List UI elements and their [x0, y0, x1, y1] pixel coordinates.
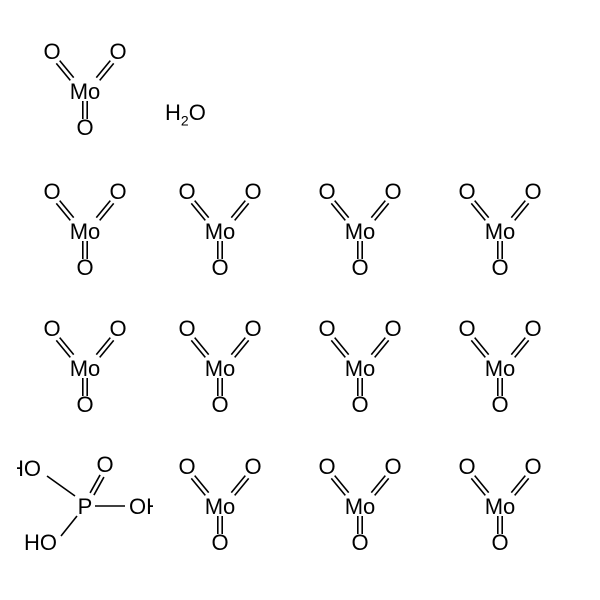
- svg-text:O: O: [211, 530, 228, 555]
- svg-text:O: O: [178, 454, 195, 479]
- svg-text:Mo: Mo: [205, 356, 236, 381]
- svg-text:O: O: [76, 392, 93, 417]
- svg-text:O: O: [211, 392, 228, 417]
- svg-text:Mo: Mo: [345, 219, 376, 244]
- svg-text:Mo: Mo: [485, 494, 516, 519]
- svg-text:O: O: [491, 392, 508, 417]
- svg-text:O: O: [351, 530, 368, 555]
- svg-text:O: O: [109, 179, 126, 204]
- moo3-unit: O O Mo O: [25, 35, 145, 145]
- svg-text:Mo: Mo: [70, 79, 101, 104]
- svg-text:O: O: [244, 179, 261, 204]
- svg-text:O: O: [524, 454, 541, 479]
- svg-text:O: O: [458, 179, 475, 204]
- svg-text:O: O: [109, 316, 126, 341]
- svg-text:O: O: [318, 454, 335, 479]
- svg-text:O: O: [384, 454, 401, 479]
- svg-text:O: O: [211, 255, 228, 280]
- svg-text:O: O: [491, 530, 508, 555]
- svg-text:Mo: Mo: [205, 494, 236, 519]
- moo3-unit: O O Mo O: [25, 175, 145, 285]
- h3po4-unit: HOOPOHHO: [17, 450, 137, 560]
- moo3-unit: O O Mo O: [440, 450, 560, 560]
- svg-text:Mo: Mo: [345, 356, 376, 381]
- water-label: H2O: [165, 100, 206, 128]
- moo3-unit: O O Mo O: [300, 312, 420, 422]
- moo3-unit: O O Mo O: [300, 175, 420, 285]
- svg-text:Mo: Mo: [485, 356, 516, 381]
- svg-text:O: O: [384, 179, 401, 204]
- svg-text:O: O: [524, 316, 541, 341]
- svg-text:O: O: [109, 39, 126, 64]
- svg-text:OH: OH: [129, 494, 153, 519]
- moo3-unit: O O Mo O: [160, 175, 280, 285]
- svg-text:O: O: [458, 454, 475, 479]
- svg-text:P: P: [78, 494, 93, 519]
- svg-text:O: O: [351, 255, 368, 280]
- svg-text:O: O: [458, 316, 475, 341]
- svg-text:O: O: [96, 452, 113, 477]
- svg-text:Mo: Mo: [70, 356, 101, 381]
- moo3-unit: O O Mo O: [300, 450, 420, 560]
- svg-text:HO: HO: [17, 456, 41, 481]
- svg-text:O: O: [524, 179, 541, 204]
- svg-text:Mo: Mo: [205, 219, 236, 244]
- chemical-diagram: OOMoOH2OOOMoOOOMoOOOMoOOOMoOOOMoOOOMoOOO…: [0, 0, 600, 600]
- svg-text:O: O: [178, 179, 195, 204]
- svg-text:HO: HO: [24, 530, 57, 555]
- svg-text:O: O: [244, 316, 261, 341]
- svg-text:O: O: [318, 179, 335, 204]
- moo3-unit: O O Mo O: [160, 312, 280, 422]
- svg-text:Mo: Mo: [70, 219, 101, 244]
- svg-text:O: O: [76, 115, 93, 140]
- moo3-unit: O O Mo O: [25, 312, 145, 422]
- svg-text:O: O: [491, 255, 508, 280]
- svg-text:O: O: [244, 454, 261, 479]
- svg-text:O: O: [43, 39, 60, 64]
- moo3-unit: O O Mo O: [440, 175, 560, 285]
- svg-text:O: O: [384, 316, 401, 341]
- moo3-unit: O O Mo O: [440, 312, 560, 422]
- moo3-unit: O O Mo O: [160, 450, 280, 560]
- svg-text:Mo: Mo: [345, 494, 376, 519]
- svg-text:O: O: [76, 255, 93, 280]
- svg-text:O: O: [43, 179, 60, 204]
- svg-text:O: O: [178, 316, 195, 341]
- svg-text:O: O: [318, 316, 335, 341]
- svg-text:Mo: Mo: [485, 219, 516, 244]
- svg-text:O: O: [43, 316, 60, 341]
- svg-text:O: O: [351, 392, 368, 417]
